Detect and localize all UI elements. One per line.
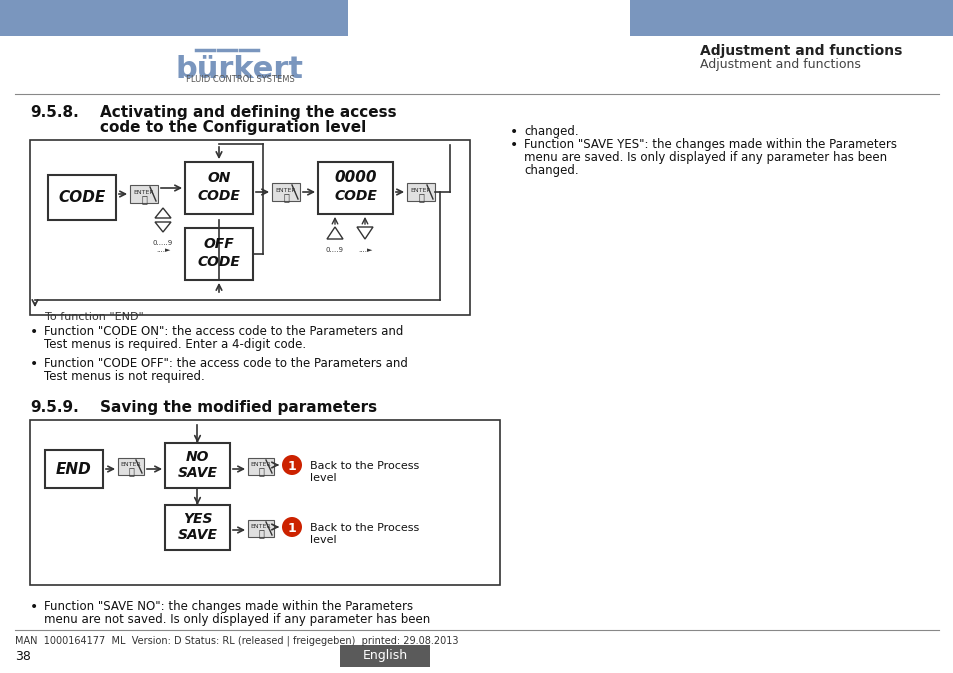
Text: changed.: changed. xyxy=(523,164,578,177)
Bar xyxy=(30,140,470,315)
Polygon shape xyxy=(327,227,343,239)
Text: ENTER: ENTER xyxy=(410,188,431,192)
Text: ✋: ✋ xyxy=(258,528,264,538)
Text: 1: 1 xyxy=(287,522,296,534)
Text: ENTER: ENTER xyxy=(275,188,296,192)
Text: 0000: 0000 xyxy=(334,170,376,184)
Text: Adjustment and functions: Adjustment and functions xyxy=(700,44,902,58)
Text: English: English xyxy=(362,649,407,662)
Bar xyxy=(30,420,499,585)
Polygon shape xyxy=(356,227,373,239)
Bar xyxy=(272,183,299,201)
Text: ENTER: ENTER xyxy=(251,462,271,466)
Bar xyxy=(118,458,144,475)
Text: Back to the Process: Back to the Process xyxy=(310,461,418,471)
Text: 9.5.9.: 9.5.9. xyxy=(30,400,79,415)
Text: •: • xyxy=(30,357,38,371)
Text: Back to the Process: Back to the Process xyxy=(310,523,418,533)
Text: 0.....9: 0.....9 xyxy=(152,240,172,246)
Text: ✋: ✋ xyxy=(283,192,289,202)
Text: 0....9: 0....9 xyxy=(326,247,344,253)
Text: FLUID CONTROL SYSTEMS: FLUID CONTROL SYSTEMS xyxy=(186,75,294,84)
Text: Saving the modified parameters: Saving the modified parameters xyxy=(100,400,376,415)
Text: ....►: ....► xyxy=(155,247,170,253)
Bar xyxy=(248,458,274,475)
Text: CODE: CODE xyxy=(197,189,240,203)
Text: Function "CODE OFF": the access code to the Parameters and: Function "CODE OFF": the access code to … xyxy=(44,357,408,370)
Text: ✋: ✋ xyxy=(417,192,423,202)
Circle shape xyxy=(282,517,302,537)
Text: CODE: CODE xyxy=(334,189,376,203)
Text: SAVE: SAVE xyxy=(177,528,217,542)
Text: Test menus is required. Enter a 4-digit code.: Test menus is required. Enter a 4-digit … xyxy=(44,338,306,351)
Text: Function "CODE ON": the access code to the Parameters and: Function "CODE ON": the access code to t… xyxy=(44,325,403,338)
Bar xyxy=(45,450,103,488)
Text: MAN  1000164177  ML  Version: D Status: RL (released | freigegeben)  printed: 29: MAN 1000164177 ML Version: D Status: RL … xyxy=(15,636,458,647)
Bar xyxy=(339,645,430,667)
Bar xyxy=(248,520,274,537)
Bar xyxy=(130,185,158,203)
Text: level: level xyxy=(310,473,336,483)
Text: menu are not saved. Is only displayed if any parameter has been: menu are not saved. Is only displayed if… xyxy=(44,613,430,626)
Bar xyxy=(48,175,116,220)
Text: 38: 38 xyxy=(15,650,30,663)
Text: code to the Configuration level: code to the Configuration level xyxy=(100,120,366,135)
Text: menu are saved. Is only displayed if any parameter has been: menu are saved. Is only displayed if any… xyxy=(523,151,886,164)
Text: SAVE: SAVE xyxy=(177,466,217,480)
Bar xyxy=(317,162,393,214)
Text: Activating and defining the access: Activating and defining the access xyxy=(100,105,396,120)
Bar xyxy=(0,0,348,36)
Text: NO: NO xyxy=(186,450,209,464)
Bar xyxy=(165,505,230,550)
Text: bürkert: bürkert xyxy=(175,55,304,84)
Text: CODE: CODE xyxy=(58,190,106,205)
Text: END: END xyxy=(56,462,91,476)
Bar xyxy=(185,228,253,280)
Circle shape xyxy=(282,455,302,475)
Text: Function "SAVE NO": the changes made within the Parameters: Function "SAVE NO": the changes made wit… xyxy=(44,600,413,613)
Text: ENTER: ENTER xyxy=(133,190,154,194)
Bar xyxy=(407,183,435,201)
Text: ....►: ....► xyxy=(357,247,372,253)
Text: Adjustment and functions: Adjustment and functions xyxy=(700,58,860,71)
Text: •: • xyxy=(510,138,517,152)
Text: Test menus is not required.: Test menus is not required. xyxy=(44,370,205,383)
Text: ON: ON xyxy=(207,171,231,185)
Text: ✋: ✋ xyxy=(141,194,147,204)
Bar xyxy=(185,162,253,214)
Text: CODE: CODE xyxy=(197,255,240,269)
Text: ✋: ✋ xyxy=(258,466,264,476)
Text: changed.: changed. xyxy=(523,125,578,138)
Text: YES: YES xyxy=(183,512,212,526)
Text: •: • xyxy=(510,125,517,139)
Text: ENTER: ENTER xyxy=(251,524,271,528)
Polygon shape xyxy=(154,222,171,232)
Text: •: • xyxy=(30,325,38,339)
Text: •: • xyxy=(30,600,38,614)
Text: ✋: ✋ xyxy=(128,466,133,476)
Bar xyxy=(165,443,230,488)
Text: Function "SAVE YES": the changes made within the Parameters: Function "SAVE YES": the changes made wi… xyxy=(523,138,896,151)
Text: 9.5.8.: 9.5.8. xyxy=(30,105,79,120)
Text: OFF: OFF xyxy=(203,237,234,251)
Text: 1: 1 xyxy=(287,460,296,472)
Bar xyxy=(629,0,953,36)
Text: To function "END": To function "END" xyxy=(45,312,144,322)
Text: level: level xyxy=(310,535,336,545)
Polygon shape xyxy=(154,208,171,218)
Text: ENTER: ENTER xyxy=(121,462,141,466)
